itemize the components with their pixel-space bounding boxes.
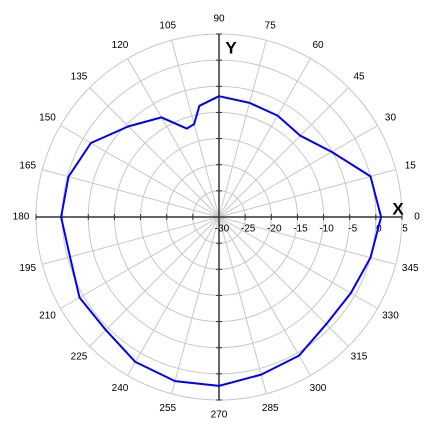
angle-label: 165 — [19, 160, 36, 171]
spoke — [218, 169, 396, 218]
spoke — [218, 125, 378, 218]
spoke — [89, 216, 220, 347]
angle-label: 180 — [13, 212, 30, 223]
spoke — [218, 216, 349, 347]
spoke — [218, 87, 349, 218]
angle-label: 285 — [262, 403, 279, 414]
spoke — [42, 216, 220, 265]
angle-label: 210 — [39, 311, 56, 322]
angle-label: 330 — [382, 311, 399, 322]
angle-label: 30 — [385, 113, 397, 124]
pattern-line — [60, 95, 383, 387]
angle-label: 90 — [213, 14, 225, 25]
spoke — [218, 216, 396, 265]
spoke — [171, 216, 220, 394]
spoke — [218, 58, 311, 218]
angle-label: 75 — [265, 20, 277, 31]
spoke — [127, 216, 220, 376]
spoke — [60, 216, 220, 309]
spoke — [218, 216, 311, 376]
angle-label: 195 — [19, 263, 36, 274]
angle-label: 240 — [112, 383, 129, 394]
angle-label: 135 — [71, 72, 88, 83]
angle-label: 120 — [112, 40, 129, 51]
radial-tick-label: -10 — [319, 224, 334, 235]
spoke — [60, 125, 220, 218]
angle-label: 270 — [211, 410, 228, 421]
angle-label: 315 — [351, 352, 368, 363]
angle-label: 105 — [159, 20, 176, 31]
angle-label: 345 — [402, 263, 419, 274]
spoke — [127, 58, 220, 218]
radial-tick-label: -5 — [348, 224, 357, 235]
x-axis-label: X — [392, 199, 404, 218]
angle-label: 0 — [414, 212, 420, 223]
angle-label: 300 — [310, 383, 327, 394]
radial-tick-label: 0 — [376, 224, 382, 235]
angle-label: 15 — [405, 160, 417, 171]
angle-label: 150 — [39, 113, 56, 124]
angle-label: 255 — [159, 403, 176, 414]
angle-label: 225 — [71, 352, 88, 363]
spoke — [89, 87, 220, 218]
spoke — [42, 169, 220, 218]
radial-tick-label: 5 — [402, 224, 408, 235]
radial-tick-label: -15 — [293, 224, 308, 235]
angle-label: 60 — [312, 40, 324, 51]
radial-tick-label: -25 — [241, 224, 256, 235]
spoke — [218, 40, 267, 218]
y-axis-label: Y — [225, 38, 237, 57]
angle-label: 45 — [353, 72, 365, 83]
spoke — [171, 40, 220, 218]
radial-tick-label: -30 — [215, 224, 230, 235]
spoke — [218, 216, 267, 394]
radial-tick-label: -20 — [267, 224, 282, 235]
